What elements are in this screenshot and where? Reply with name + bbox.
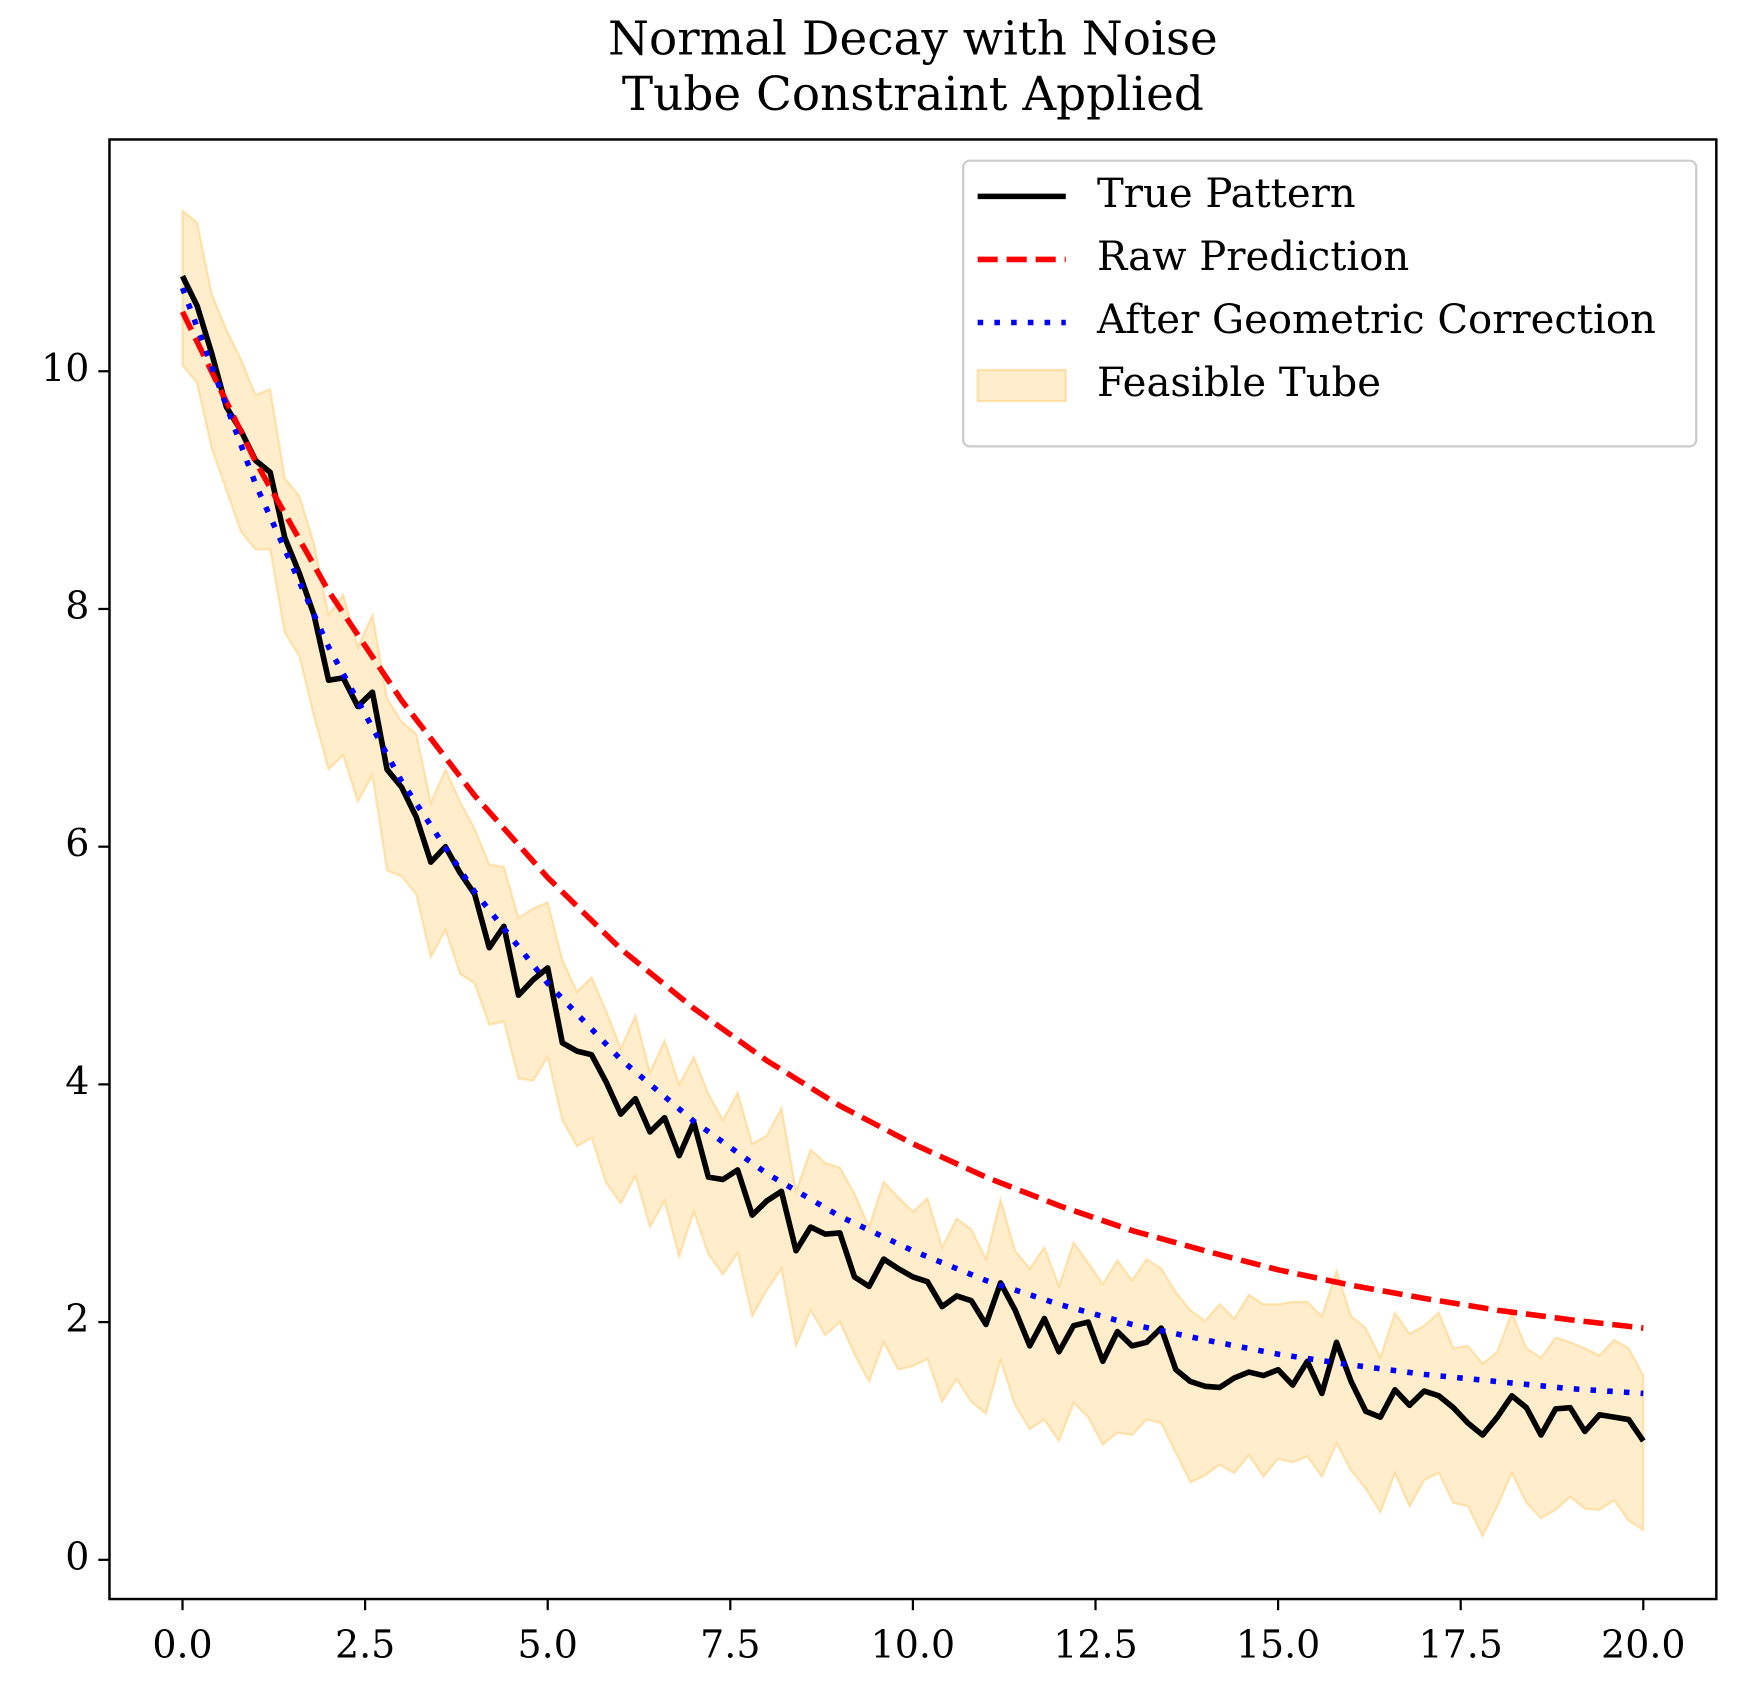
x-tick-label: 5.0 bbox=[518, 1623, 578, 1667]
chart-subtitle: Tube Constraint Applied bbox=[622, 68, 1204, 122]
series-line bbox=[180, 274, 1646, 1443]
x-tick-label: 10.0 bbox=[871, 1623, 955, 1667]
legend-label: Feasible Tube bbox=[1097, 360, 1381, 406]
x-tick-label: 12.5 bbox=[1053, 1623, 1137, 1667]
legend-label: True Pattern bbox=[1097, 171, 1356, 217]
series-line bbox=[180, 310, 1644, 1331]
plot-area bbox=[179, 208, 1646, 1539]
x-tick-label: 20.0 bbox=[1601, 1623, 1685, 1667]
legend-swatch bbox=[976, 368, 1067, 403]
legend-label: After Geometric Correction bbox=[1096, 297, 1656, 343]
y-tick-label: 8 bbox=[65, 583, 89, 627]
axes: 0.0 2.5 5.0 7.5 10.0 12.5 15.0 17.5 20.0 0 2 4 6 8 10 bbox=[41, 138, 1718, 1667]
x-tick-label: 17.5 bbox=[1418, 1623, 1502, 1667]
chart-title: Normal Decay with Noise bbox=[608, 12, 1218, 66]
y-tick-label: 10 bbox=[41, 346, 89, 390]
legend-box bbox=[962, 159, 1698, 448]
legend-label: Raw Prediction bbox=[1097, 234, 1409, 280]
x-tick-label: 2.5 bbox=[335, 1623, 395, 1667]
y-tick-label: 2 bbox=[65, 1297, 89, 1341]
feasible-tube bbox=[181, 208, 1645, 1539]
x-tick-label: 15.0 bbox=[1236, 1623, 1320, 1667]
y-tick-label: 6 bbox=[65, 821, 89, 865]
y-tick-label: 4 bbox=[65, 1059, 89, 1103]
y-tick-label: 0 bbox=[65, 1534, 89, 1578]
legend: True Pattern Raw Prediction After Geometri… bbox=[962, 159, 1698, 448]
x-tick-label: 0.0 bbox=[152, 1623, 212, 1667]
x-tick-label: 7.5 bbox=[700, 1623, 760, 1667]
